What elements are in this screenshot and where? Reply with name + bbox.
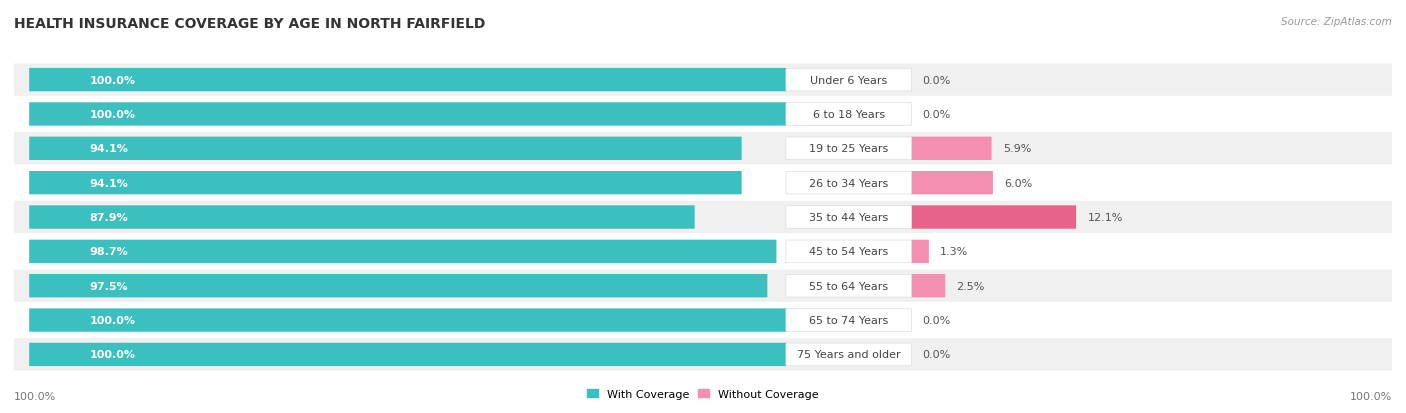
Text: 75 Years and older: 75 Years and older <box>797 349 901 360</box>
Text: 87.9%: 87.9% <box>90 213 128 223</box>
FancyBboxPatch shape <box>30 171 741 195</box>
FancyBboxPatch shape <box>30 137 741 161</box>
FancyBboxPatch shape <box>14 133 1392 165</box>
Text: 6 to 18 Years: 6 to 18 Years <box>813 110 884 120</box>
Text: 35 to 44 Years: 35 to 44 Years <box>808 213 889 223</box>
FancyBboxPatch shape <box>911 171 993 195</box>
Legend: With Coverage, Without Coverage: With Coverage, Without Coverage <box>582 385 824 404</box>
FancyBboxPatch shape <box>30 274 768 298</box>
Text: 65 to 74 Years: 65 to 74 Years <box>808 315 889 325</box>
Text: 2.5%: 2.5% <box>956 281 986 291</box>
FancyBboxPatch shape <box>14 99 1392 131</box>
Text: 5.9%: 5.9% <box>1002 144 1032 154</box>
Text: 26 to 34 Years: 26 to 34 Years <box>808 178 889 188</box>
Text: 100.0%: 100.0% <box>90 315 136 325</box>
FancyBboxPatch shape <box>911 274 945 298</box>
FancyBboxPatch shape <box>786 275 911 297</box>
Text: 100.0%: 100.0% <box>1350 391 1392 401</box>
FancyBboxPatch shape <box>14 64 1392 97</box>
FancyBboxPatch shape <box>14 236 1392 268</box>
FancyBboxPatch shape <box>786 240 911 263</box>
FancyBboxPatch shape <box>786 343 911 366</box>
FancyBboxPatch shape <box>14 270 1392 302</box>
FancyBboxPatch shape <box>14 304 1392 337</box>
FancyBboxPatch shape <box>911 137 991 161</box>
FancyBboxPatch shape <box>786 69 911 92</box>
FancyBboxPatch shape <box>30 69 786 92</box>
FancyBboxPatch shape <box>30 240 776 263</box>
FancyBboxPatch shape <box>911 206 1076 229</box>
FancyBboxPatch shape <box>786 172 911 195</box>
Text: 0.0%: 0.0% <box>922 315 950 325</box>
Text: HEALTH INSURANCE COVERAGE BY AGE IN NORTH FAIRFIELD: HEALTH INSURANCE COVERAGE BY AGE IN NORT… <box>14 17 485 31</box>
FancyBboxPatch shape <box>911 240 929 263</box>
Text: 0.0%: 0.0% <box>922 76 950 85</box>
Text: 97.5%: 97.5% <box>90 281 128 291</box>
Text: 12.1%: 12.1% <box>1087 213 1123 223</box>
FancyBboxPatch shape <box>30 103 786 126</box>
FancyBboxPatch shape <box>30 309 786 332</box>
Text: 19 to 25 Years: 19 to 25 Years <box>808 144 889 154</box>
Text: 100.0%: 100.0% <box>90 76 136 85</box>
Text: 55 to 64 Years: 55 to 64 Years <box>810 281 889 291</box>
FancyBboxPatch shape <box>786 103 911 126</box>
Text: 94.1%: 94.1% <box>90 178 128 188</box>
FancyBboxPatch shape <box>786 138 911 160</box>
FancyBboxPatch shape <box>14 339 1392 371</box>
Text: Under 6 Years: Under 6 Years <box>810 76 887 85</box>
FancyBboxPatch shape <box>14 167 1392 199</box>
Text: 98.7%: 98.7% <box>90 247 128 257</box>
FancyBboxPatch shape <box>30 343 786 366</box>
Text: 100.0%: 100.0% <box>90 110 136 120</box>
FancyBboxPatch shape <box>14 202 1392 234</box>
Text: 0.0%: 0.0% <box>922 349 950 360</box>
Text: 45 to 54 Years: 45 to 54 Years <box>808 247 889 257</box>
Text: 100.0%: 100.0% <box>14 391 56 401</box>
FancyBboxPatch shape <box>786 206 911 229</box>
Text: 94.1%: 94.1% <box>90 144 128 154</box>
Text: 1.3%: 1.3% <box>941 247 969 257</box>
FancyBboxPatch shape <box>30 206 695 229</box>
FancyBboxPatch shape <box>786 309 911 332</box>
Text: 0.0%: 0.0% <box>922 110 950 120</box>
Text: Source: ZipAtlas.com: Source: ZipAtlas.com <box>1281 17 1392 26</box>
Text: 100.0%: 100.0% <box>90 349 136 360</box>
Text: 6.0%: 6.0% <box>1004 178 1032 188</box>
